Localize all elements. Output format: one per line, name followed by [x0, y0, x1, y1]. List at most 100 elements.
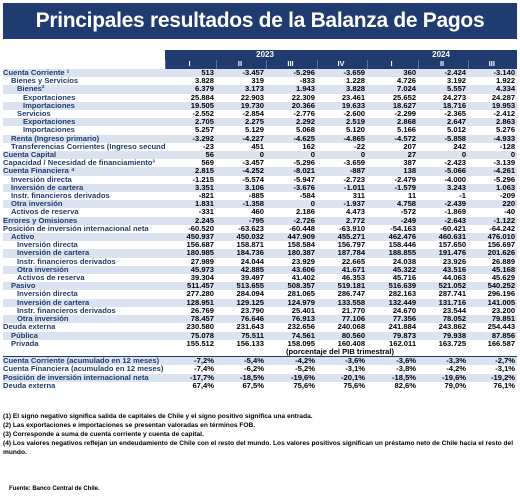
cell-value: 156.797 — [337, 241, 366, 250]
cell-value: -8.021 — [266, 167, 317, 176]
cell-value: -1.122 — [468, 216, 518, 225]
cell-value: 42.885 — [216, 265, 266, 275]
table-row: Bienes y Servicios 3.828 319 -833 1.228 4.726… — [3, 77, 517, 85]
cell-value: -3.139 — [493, 159, 516, 168]
cell-value: 240.068 — [337, 323, 366, 332]
cell-value: 5.257 — [194, 126, 214, 135]
cell-value: 508.357 — [266, 282, 317, 291]
row-label: Transferencias Corrientes (Ingreso secun… — [11, 142, 165, 151]
row-label: Importaciones — [3, 101, 165, 111]
cell-value: -3.292 — [165, 134, 216, 143]
cell-value: 6.379 — [165, 85, 216, 94]
cell-value: 2.186 — [295, 208, 315, 217]
cell-value: 45.716 — [392, 274, 417, 283]
cell-value: 569 — [201, 159, 214, 168]
cell-value: 3.243 — [418, 183, 469, 193]
cell-value: 138 — [367, 167, 419, 176]
cell-value: -3,6% — [367, 356, 419, 366]
cell-value: -60.421 — [440, 224, 467, 233]
table-row: Otra inversión 78.457 76.646 76.913 77.106 77… — [3, 315, 518, 324]
cell-value: 24.273 — [442, 93, 467, 102]
table-row: Inversión de cartera 128.951 129.125 124.97… — [3, 298, 518, 307]
cell-value: 311 — [352, 192, 366, 201]
cell-value: 67,5% — [242, 381, 264, 390]
cell-value: -2.424 — [418, 69, 469, 78]
cell-value: 5.557 — [418, 85, 469, 94]
cell-value: 78.457 — [165, 315, 216, 324]
cell-value: 513.655 — [216, 282, 266, 291]
footnote: (1) El signo negativo significa salida d… — [3, 413, 313, 420]
cell-value: -2.365 — [444, 110, 467, 119]
table-row: Bienes² 6.379 3.173 1.943 3.828 7.024 5.557 4.3… — [3, 85, 518, 94]
table-row: Cuenta Financiera (acumulado en 12 meses… — [3, 365, 517, 373]
cell-value: 243.862 — [438, 323, 467, 332]
table-row: Exportaciones 25.884 22.903 22.309 23.461 25.… — [3, 94, 517, 102]
cell-value: -209 — [499, 192, 516, 201]
row-label: Instr. financieros derivados — [11, 192, 110, 201]
row-label: Inversión directa — [11, 175, 72, 184]
cell-value: 76.646 — [216, 315, 266, 324]
table-row: Exportaciones 2.705 2.275 2.292 2.519 2.868 2.… — [3, 118, 518, 127]
cell-value: -60.520 — [188, 224, 214, 233]
cell-value: 319 — [251, 77, 264, 86]
cell-value: 141.005 — [468, 298, 518, 307]
cell-value: -3,3% — [418, 356, 469, 366]
cell-value: 2.275 — [216, 118, 266, 127]
table-row: Instr. financieros derivados 26.769 23.790… — [3, 307, 517, 315]
cell-value: 2.292 — [266, 118, 317, 127]
page-title: Principales resultados de la Balanza de … — [3, 3, 517, 39]
cell-value: 3.173 — [216, 85, 266, 94]
cell-value: -1.358 — [216, 200, 266, 209]
table-row: Inversión de cartera 180.985 184.736 180.38… — [3, 249, 518, 258]
row-label: Activos de reserva — [17, 274, 85, 283]
cell-value: 282.163 — [388, 290, 417, 299]
cell-value: 23.200 — [491, 306, 516, 315]
cell-value: 20.366 — [266, 101, 317, 111]
cell-value: 2.705 — [165, 118, 216, 127]
source-note: Fuente: Banco Central de Chile. — [9, 486, 100, 492]
cell-value: 3.106 — [216, 183, 266, 193]
cell-value: 0 — [266, 151, 317, 160]
cell-value: -5.066 — [418, 167, 469, 176]
cell-value: 450.032 — [216, 233, 266, 242]
quarter-header: I — [366, 60, 419, 69]
cell-value: 158.095 — [287, 339, 315, 348]
cell-value: -3,1% — [345, 365, 366, 374]
cell-value: 232.656 — [287, 323, 315, 332]
table-row: Otra inversión 1.831 -1.358 0 -1.937 4.758 -2.… — [3, 200, 518, 209]
row-label: Cuenta Capital — [3, 151, 165, 160]
cell-value: -2.723 — [343, 175, 366, 184]
cell-value: 1.943 — [266, 85, 317, 94]
cell-value: 75.511 — [216, 331, 266, 340]
cell-value: -4.227 — [216, 134, 266, 143]
cell-value: 5.129 — [244, 126, 264, 135]
cell-value: 19.633 — [317, 101, 368, 111]
cell-value: -4.933 — [468, 134, 518, 143]
cell-value: 157.650 — [438, 241, 467, 250]
table-row: Otra inversión 45.973 42.885 43.606 41.671 45… — [3, 265, 518, 275]
row-label: Bienes y Servicios — [11, 77, 79, 86]
cell-value: -3.140 — [468, 69, 518, 78]
cell-value: 0 — [266, 200, 317, 209]
cell-value: 2.519 — [317, 118, 368, 127]
row-label: Importaciones — [23, 126, 75, 135]
cell-value: 158.446 — [388, 241, 417, 250]
row-label: Renta (Ingreso primario) — [3, 134, 165, 143]
cell-value: 79.851 — [468, 315, 518, 324]
quarter-header: I — [164, 60, 216, 69]
cell-value: -249 — [367, 216, 419, 225]
cell-value: 25.652 — [392, 93, 417, 102]
year-header-2023: 2023 — [165, 50, 368, 60]
cell-value: 162 — [302, 142, 315, 151]
table-row: Cuenta Capital 56 0 0 0 27 0 0 — [3, 151, 518, 160]
cell-value: 19.953 — [468, 101, 518, 111]
cell-value: -54.163 — [390, 224, 417, 233]
cell-value: 516.639 — [367, 282, 419, 291]
table-row: Deuda externa 67,4% 67,5% 75,6% 75,6% 82,6% 79… — [3, 382, 517, 390]
cell-value: -4,2% — [446, 365, 467, 374]
cell-value: 124.979 — [266, 298, 317, 307]
cell-value: -2.643 — [418, 216, 469, 225]
row-label: Inversión directa — [17, 290, 78, 299]
cell-value: -821 — [198, 192, 214, 201]
cell-value: -572 — [400, 208, 417, 217]
